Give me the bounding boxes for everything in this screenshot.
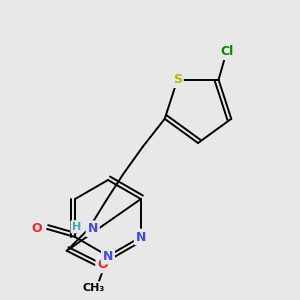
Text: CH₃: CH₃ (83, 283, 105, 293)
Text: N: N (88, 222, 98, 235)
Text: O: O (98, 258, 108, 271)
Text: H: H (72, 222, 81, 232)
Text: N: N (136, 230, 146, 244)
Text: Cl: Cl (220, 45, 233, 58)
Text: N: N (103, 250, 113, 262)
Text: O: O (32, 223, 42, 236)
Text: S: S (173, 73, 182, 86)
